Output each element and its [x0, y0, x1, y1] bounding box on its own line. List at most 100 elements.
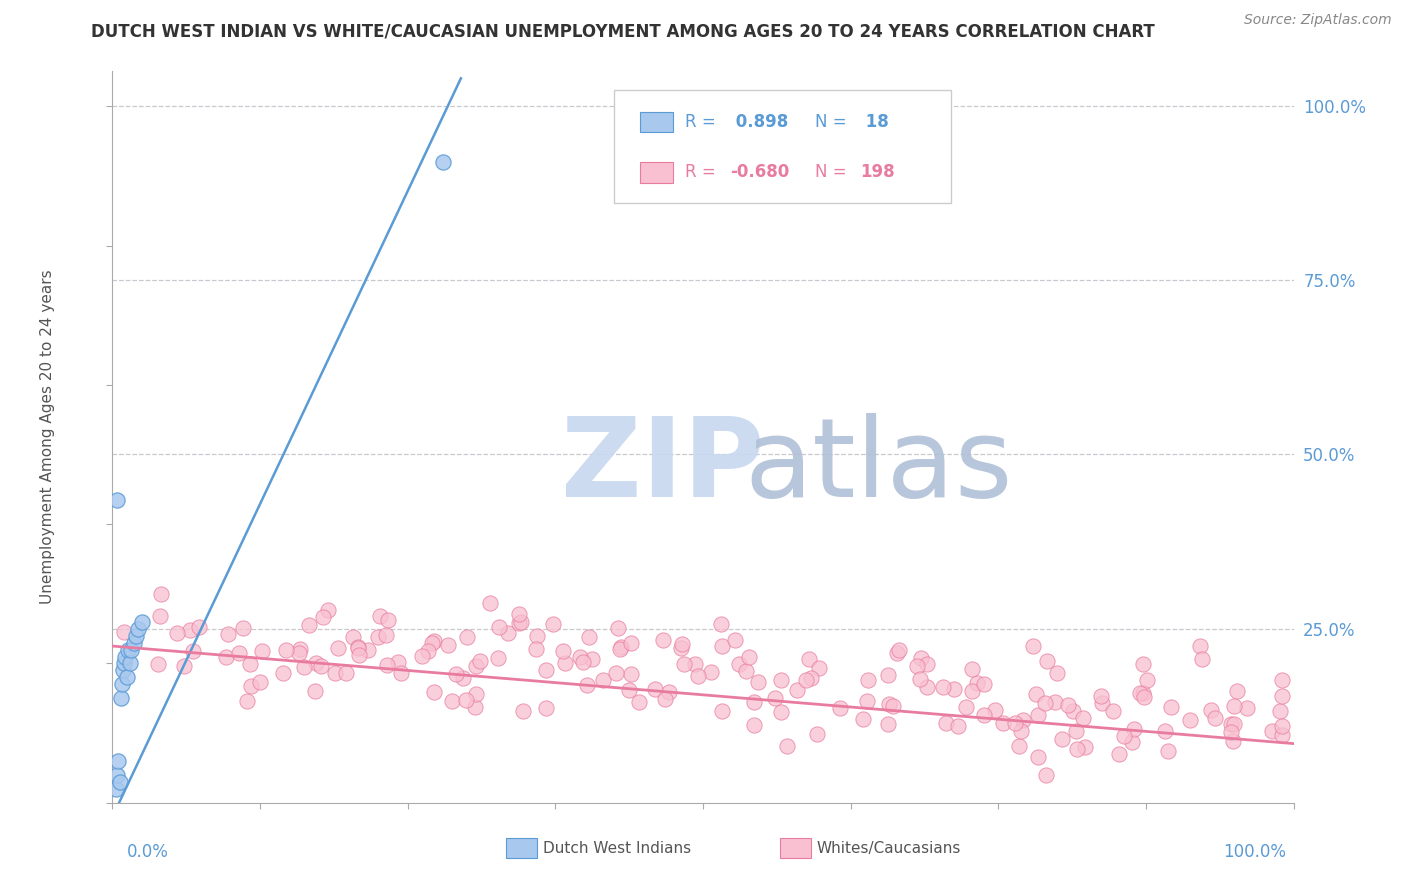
- Point: [1188, 639, 1211, 653]
- Text: N =: N =: [815, 163, 846, 181]
- Point: [375, 657, 398, 672]
- Point: [131, 615, 153, 629]
- Point: [727, 657, 749, 671]
- Point: [966, 676, 988, 690]
- Point: [1026, 750, 1049, 764]
- Point: [335, 666, 357, 681]
- Point: [1066, 723, 1088, 738]
- Point: [105, 781, 128, 796]
- Point: [1178, 714, 1201, 728]
- FancyBboxPatch shape: [614, 90, 950, 203]
- Point: [1270, 704, 1292, 718]
- Point: [422, 635, 444, 649]
- Point: [806, 727, 828, 741]
- Point: [742, 717, 765, 731]
- Point: [889, 643, 911, 657]
- FancyBboxPatch shape: [640, 162, 673, 183]
- Point: [628, 695, 651, 709]
- Point: [1062, 704, 1084, 718]
- Point: [437, 638, 460, 652]
- Point: [181, 644, 204, 658]
- Point: [105, 768, 128, 782]
- Point: [232, 621, 254, 635]
- Point: [316, 602, 339, 616]
- Point: [1091, 696, 1114, 710]
- Point: [326, 640, 349, 655]
- Point: [512, 704, 534, 718]
- Point: [1219, 724, 1241, 739]
- Point: [1136, 673, 1159, 688]
- Point: [1012, 713, 1035, 727]
- Point: [292, 660, 315, 674]
- Point: [274, 643, 297, 657]
- Point: [312, 609, 335, 624]
- Point: [112, 624, 135, 639]
- Point: [569, 649, 592, 664]
- Point: [456, 630, 478, 644]
- Point: [440, 694, 463, 708]
- Point: [1010, 723, 1032, 738]
- Point: [356, 643, 378, 657]
- Point: [882, 698, 904, 713]
- Point: [423, 685, 446, 699]
- Point: [738, 649, 761, 664]
- Point: [422, 634, 444, 648]
- Point: [479, 597, 502, 611]
- Point: [149, 608, 172, 623]
- Point: [553, 644, 575, 658]
- Point: [763, 690, 786, 705]
- Point: [215, 650, 238, 665]
- Point: [915, 681, 938, 695]
- Point: [747, 674, 769, 689]
- Point: [347, 640, 370, 655]
- Point: [1074, 740, 1097, 755]
- Point: [960, 684, 983, 698]
- Point: [252, 643, 274, 657]
- FancyBboxPatch shape: [640, 112, 673, 132]
- Point: [1021, 639, 1043, 653]
- Point: [877, 697, 900, 711]
- Point: [1191, 651, 1213, 665]
- Point: [290, 642, 312, 657]
- Point: [1220, 717, 1243, 731]
- Point: [955, 699, 977, 714]
- Point: [1033, 696, 1056, 710]
- Point: [239, 657, 262, 671]
- Point: [524, 642, 547, 657]
- Text: atlas: atlas: [744, 413, 1012, 520]
- Point: [1129, 686, 1152, 700]
- Point: [856, 694, 879, 708]
- Point: [942, 682, 965, 697]
- Point: [534, 664, 557, 678]
- Point: [1008, 739, 1031, 753]
- Point: [710, 639, 733, 653]
- Point: [991, 716, 1014, 731]
- Point: [464, 659, 486, 673]
- Text: 0.898: 0.898: [730, 112, 789, 131]
- Point: [973, 677, 995, 691]
- Point: [374, 628, 396, 642]
- Point: [112, 664, 135, 678]
- Point: [711, 704, 734, 718]
- Point: [609, 641, 631, 656]
- Point: [1133, 690, 1156, 704]
- Point: [389, 665, 412, 680]
- Point: [1236, 701, 1258, 715]
- Point: [852, 712, 875, 726]
- Point: [658, 685, 681, 699]
- Point: [962, 662, 984, 676]
- Point: [541, 616, 564, 631]
- Point: [917, 657, 939, 671]
- Point: [120, 642, 142, 657]
- Point: [770, 705, 793, 719]
- Point: [1223, 698, 1246, 713]
- Point: [510, 615, 533, 630]
- Point: [735, 665, 758, 679]
- Text: R =: R =: [685, 112, 716, 131]
- Point: [610, 640, 633, 654]
- Point: [488, 620, 510, 634]
- Point: [105, 492, 128, 507]
- Point: [886, 646, 908, 660]
- Point: [1026, 708, 1049, 723]
- Text: 0.0%: 0.0%: [127, 843, 169, 861]
